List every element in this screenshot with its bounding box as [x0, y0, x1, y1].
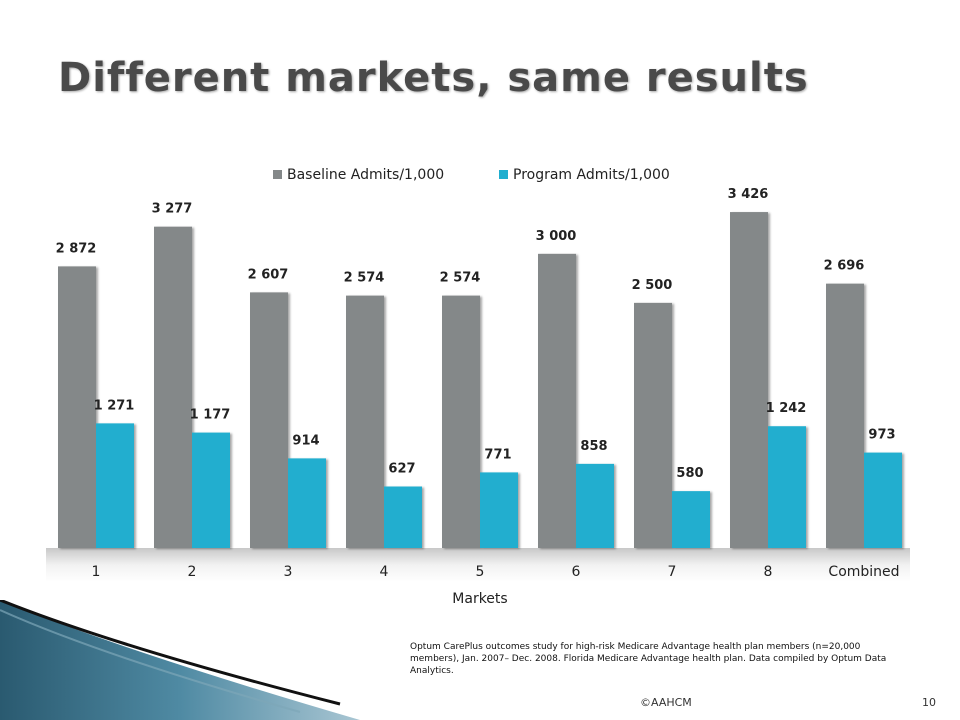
- legend-swatch-program: [499, 170, 508, 179]
- x-tick-8: 8: [764, 564, 773, 580]
- x-tick-5: 5: [476, 564, 485, 580]
- baseline-label-4: 2 574: [344, 271, 385, 286]
- baseline-label-8: 3 426: [728, 187, 769, 202]
- baseline-label-7: 2 500: [632, 278, 673, 293]
- slide-title: Different markets, same results: [58, 55, 809, 101]
- x-tick-7: 7: [668, 564, 677, 580]
- program-bar-combined: [864, 452, 902, 548]
- x-axis-title: Markets: [452, 591, 507, 607]
- baseline-label-2: 3 277: [152, 202, 193, 217]
- baseline-label-5: 2 574: [440, 271, 481, 286]
- program-label-5: 771: [484, 447, 511, 462]
- x-tick-6: 6: [572, 564, 581, 580]
- baseline-label-3: 2 607: [248, 267, 289, 282]
- x-tick-4: 4: [380, 564, 389, 580]
- program-bar-4: [384, 486, 422, 548]
- source-footnote: Optum CarePlus outcomes study for high-r…: [410, 642, 887, 676]
- program-bar-3: [288, 458, 326, 548]
- copyright-text: ©AAHCM: [640, 696, 692, 709]
- x-tick-2: 2: [188, 564, 197, 580]
- program-label-6: 858: [580, 439, 607, 454]
- legend-label-program: Program Admits/1,000: [513, 167, 670, 183]
- program-bar-7: [672, 491, 710, 548]
- baseline-bar-combined: [826, 283, 864, 548]
- program-label-1: 1 271: [94, 398, 135, 413]
- baseline-bar-5: [442, 295, 480, 548]
- baseline-label-1: 2 872: [56, 241, 97, 256]
- baseline-bar-1: [58, 266, 96, 548]
- program-label-8: 1 242: [766, 401, 807, 416]
- program-bar-8: [768, 426, 806, 548]
- baseline-label-combined: 2 696: [824, 259, 865, 274]
- x-tick-combined: Combined: [828, 564, 899, 580]
- program-label-2: 1 177: [190, 408, 231, 423]
- program-label-3: 914: [292, 433, 319, 448]
- baseline-bar-2: [154, 226, 192, 549]
- program-bar-1: [96, 423, 134, 548]
- x-tick-3: 3: [284, 564, 293, 580]
- program-bar-6: [576, 463, 614, 548]
- baseline-bar-3: [250, 292, 288, 548]
- x-axis-band: [46, 548, 910, 582]
- program-bar-2: [192, 432, 230, 548]
- page-number: 10: [922, 696, 936, 709]
- baseline-label-6: 3 000: [536, 229, 577, 244]
- legend-label-baseline: Baseline Admits/1,000: [287, 167, 444, 183]
- baseline-bar-7: [634, 302, 672, 548]
- baseline-bar-4: [346, 295, 384, 548]
- program-label-7: 580: [676, 466, 703, 481]
- corner-swoosh-decoration: [0, 600, 360, 720]
- x-tick-1: 1: [92, 564, 101, 580]
- program-label-combined: 973: [868, 428, 895, 443]
- baseline-bar-6: [538, 253, 576, 549]
- program-bar-5: [480, 472, 518, 548]
- program-label-4: 627: [388, 462, 415, 477]
- legend-swatch-baseline: [273, 170, 282, 179]
- baseline-bar-8: [730, 212, 768, 549]
